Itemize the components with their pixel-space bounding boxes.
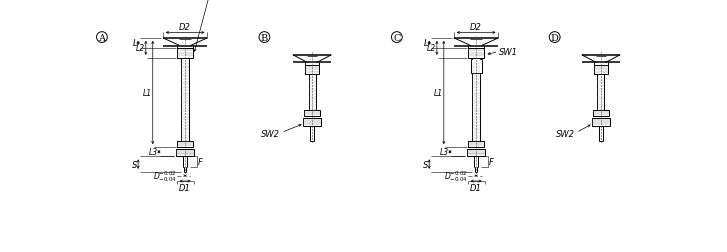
Bar: [468, 141, 484, 148]
Bar: [176, 149, 194, 157]
Text: L: L: [133, 39, 137, 48]
Text: F: F: [489, 158, 494, 167]
Bar: [592, 118, 610, 126]
Bar: [593, 111, 608, 117]
Text: L3: L3: [440, 148, 449, 157]
Text: L3: L3: [149, 148, 158, 157]
Text: L2: L2: [427, 44, 436, 53]
Text: B: B: [261, 34, 268, 42]
Text: L1: L1: [434, 89, 443, 98]
Text: L1: L1: [143, 89, 152, 98]
Text: L: L: [424, 39, 428, 48]
Bar: [594, 66, 608, 75]
Text: D1: D1: [179, 183, 191, 192]
Text: S: S: [423, 160, 428, 169]
Text: A: A: [98, 34, 105, 42]
Text: D2: D2: [470, 23, 482, 32]
Text: D2: D2: [179, 23, 191, 32]
Text: D1: D1: [470, 183, 482, 192]
Bar: [467, 149, 486, 157]
Text: SW1: SW1: [499, 48, 518, 57]
Text: L2: L2: [136, 44, 145, 53]
Text: SW2: SW2: [261, 129, 280, 138]
Bar: [468, 49, 484, 59]
Text: D$^{-0.02}_{-0.04}$: D$^{-0.02}_{-0.04}$: [443, 169, 467, 183]
Bar: [177, 141, 193, 148]
Text: D$^{-0.02}_{-0.04}$: D$^{-0.02}_{-0.04}$: [153, 169, 177, 183]
Bar: [305, 111, 320, 117]
Text: S: S: [132, 160, 137, 169]
Bar: [303, 118, 321, 126]
Text: C: C: [393, 34, 401, 42]
Bar: [305, 66, 319, 75]
Text: D: D: [551, 34, 558, 42]
Text: F: F: [198, 158, 203, 167]
Bar: [177, 49, 193, 59]
Text: SW2: SW2: [555, 129, 575, 138]
